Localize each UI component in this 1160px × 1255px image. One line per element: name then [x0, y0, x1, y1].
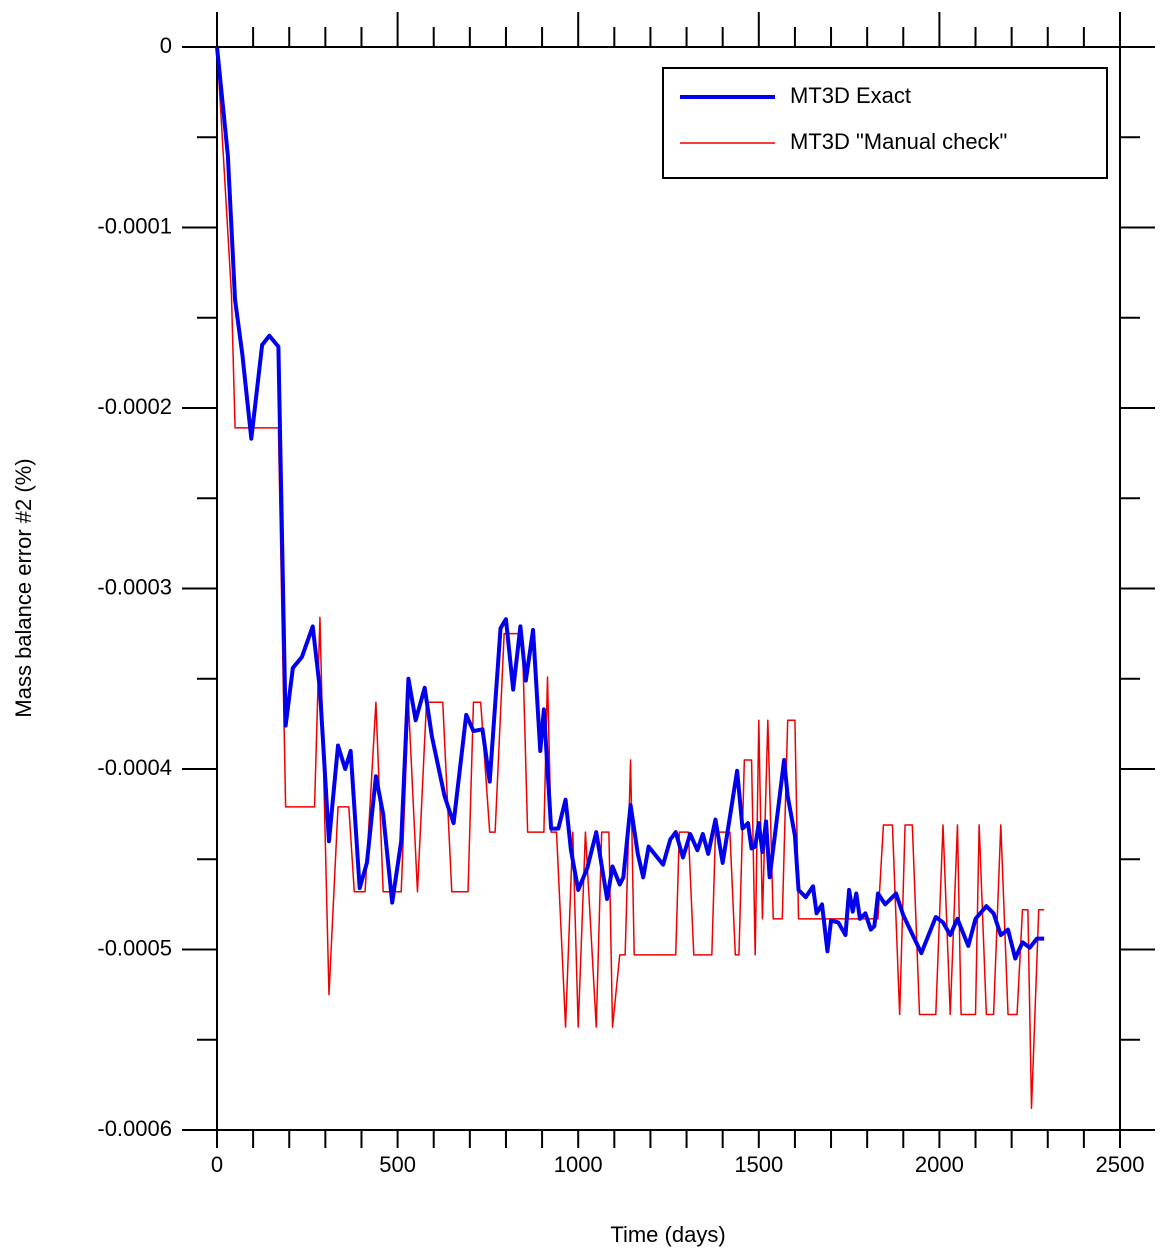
x-tick-label: 1000	[554, 1152, 603, 1177]
y-tick-label: -0.0001	[97, 213, 172, 238]
y-tick-label: -0.0004	[97, 755, 172, 780]
x-tick-label: 2500	[1096, 1152, 1145, 1177]
y-tick-label: -0.0002	[97, 394, 172, 419]
legend-label: MT3D "Manual check"	[790, 129, 1007, 154]
x-tick-label: 500	[379, 1152, 416, 1177]
legend-label: MT3D Exact	[790, 83, 911, 108]
y-tick-label: 0	[160, 33, 172, 58]
x-tick-label: 2000	[915, 1152, 964, 1177]
y-axis-label: Mass balance error #2 (%)	[11, 458, 36, 717]
y-tick-label: -0.0005	[97, 935, 172, 960]
legend-box	[662, 67, 1108, 179]
y-tick-label: -0.0003	[97, 574, 172, 599]
series-line	[215, 46, 1045, 961]
x-tick-label: 1500	[734, 1152, 783, 1177]
x-tick-label: 0	[211, 1152, 223, 1177]
x-axis-label: Time (days)	[610, 1222, 725, 1247]
y-tick-label: -0.0006	[97, 1116, 172, 1141]
